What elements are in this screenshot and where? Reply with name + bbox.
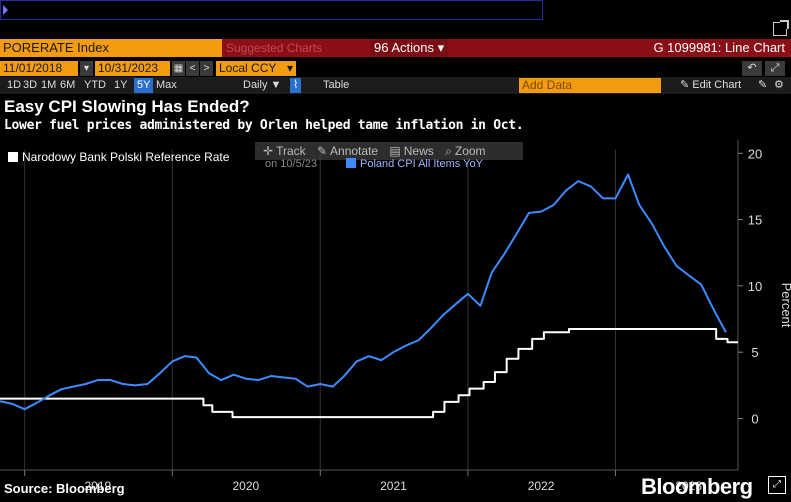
back-arrow-icon[interactable]: < <box>186 61 199 76</box>
y-tick-label: 20 <box>748 146 762 161</box>
range-button-max[interactable]: Max <box>156 79 177 91</box>
y-tick-label: 5 <box>751 345 758 360</box>
x-tick-label: 2019 <box>85 479 112 493</box>
chart-title: Easy CPI Slowing Has Ended? <box>4 97 250 116</box>
table-toggle[interactable]: Table <box>323 79 350 91</box>
news-icon[interactable]: ▤ <box>389 144 401 158</box>
end-date-field[interactable]: 10/31/2023 <box>95 61 170 76</box>
actions-label: 96 Actions <box>374 40 434 55</box>
range-button-1y[interactable]: 1Y <box>114 79 128 91</box>
add-data-input[interactable]: Add Data <box>519 78 661 93</box>
legend-item-cpi: Poland CPI All Items YoY <box>346 158 483 170</box>
legend-swatch <box>346 158 356 168</box>
ticker-field[interactable]: PORERATE Index <box>0 39 222 57</box>
source-note: Source: Bloomberg <box>4 481 125 496</box>
range-button-5y[interactable]: 5Y <box>134 78 154 93</box>
end-date-calendar-icon[interactable]: ▦ <box>172 61 185 76</box>
range-button-6m[interactable]: 6M <box>60 79 76 91</box>
currency-label: Local CCY <box>219 61 277 75</box>
start-date-field[interactable]: 11/01/2018 <box>0 61 78 76</box>
logo-badge-icon[interactable]: ⤢ <box>768 476 786 494</box>
y-tick-label: 15 <box>748 213 762 228</box>
zoom-button[interactable]: Zoom <box>454 144 486 158</box>
chevron-down-icon: ▾ <box>437 40 445 55</box>
x-tick-label: 2021 <box>380 479 407 493</box>
chart-subtitle: Lower fuel prices administered by Orlen … <box>4 118 524 133</box>
legend-item-policy-rate: Narodowy Bank Polski Reference Rate <box>8 150 229 164</box>
y-tick-label: 10 <box>748 279 762 294</box>
pencil-icon[interactable]: ✎ <box>758 79 768 91</box>
range-button-3d[interactable]: 3D <box>23 79 38 91</box>
popout-icon[interactable] <box>773 20 789 36</box>
legend-swatch <box>8 152 18 162</box>
line-chart-icon[interactable]: ⌇ <box>290 78 302 93</box>
actions-menu-button[interactable]: 96 Actions ▾ <box>370 39 449 57</box>
hover-date: on 10/5/23 <box>265 158 317 170</box>
annotate-button[interactable]: Annotate <box>330 144 379 158</box>
suggested-charts-button[interactable]: Suggested Charts <box>226 41 323 55</box>
chart-toolbox: ✛ Track ✎ Annotate ▤ News ⌕ Zoom <box>255 142 523 160</box>
currency-chevron-icon: ▾ <box>286 61 293 75</box>
range-button-ytd[interactable]: YTD <box>84 79 106 91</box>
forward-arrow-icon[interactable]: > <box>200 61 213 76</box>
cpi-line <box>0 173 727 411</box>
legend-label: Poland CPI All Items YoY <box>360 158 483 170</box>
start-date-calendar-icon[interactable]: ▾ <box>80 61 93 76</box>
y-axis-label: Percent <box>779 283 791 328</box>
command-caret-icon <box>3 5 8 15</box>
graph-title: G 1099981: Line Chart <box>653 40 785 55</box>
range-button-1m[interactable]: 1M <box>41 79 57 91</box>
frequency-select[interactable]: Daily ▼ <box>243 79 282 91</box>
settings-gear-icon[interactable]: ⚙ <box>774 79 784 91</box>
x-tick-label: 2020 <box>233 479 260 493</box>
currency-select[interactable]: Local CCY ▾ <box>216 61 296 76</box>
legend-label: Narodowy Bank Polski Reference Rate <box>22 150 230 164</box>
policy-rate-line <box>0 327 738 419</box>
annotate-icon[interactable]: ✎ <box>316 144 328 158</box>
command-line[interactable] <box>0 0 543 20</box>
x-tick-label: 2023 <box>675 479 702 493</box>
y-tick-label: 0 <box>751 411 758 426</box>
undo-icon[interactable]: ↶ <box>742 61 762 76</box>
expand-icon[interactable]: ⤢ <box>765 61 785 76</box>
range-button-1d[interactable]: 1D <box>7 79 22 91</box>
zoom-icon[interactable]: ⌕ <box>445 144 452 158</box>
track-button[interactable]: Track <box>276 144 306 158</box>
edit-chart-button[interactable]: ✎ Edit Chart <box>680 79 742 91</box>
track-icon[interactable]: ✛ <box>263 144 274 158</box>
news-button[interactable]: News <box>403 144 434 158</box>
bloomberg-logo: Bloomberg <box>641 474 753 499</box>
x-tick-label: 2022 <box>528 479 555 493</box>
